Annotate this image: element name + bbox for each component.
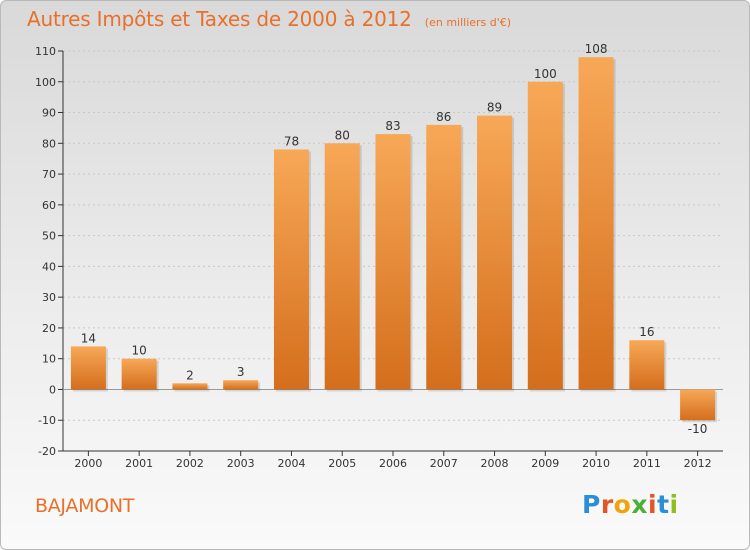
bar <box>578 57 614 390</box>
axes: -20 -10 0 10 20 30 40 50 60 70 80 90 100 110 2000 2001 2… <box>35 45 723 470</box>
x-tick-label: 2001 <box>125 457 153 470</box>
logo-letter: i <box>648 490 658 519</box>
bar <box>527 81 563 390</box>
proxiti-logo: Proxiti <box>582 490 679 519</box>
y-tick-label: 90 <box>42 107 56 120</box>
bar <box>223 380 259 390</box>
data-label: 80 <box>335 128 350 142</box>
y-tick-label: 60 <box>42 199 56 212</box>
data-label: 83 <box>385 119 400 133</box>
chart-unit: (en milliers d'€) <box>424 16 512 29</box>
y-tick-label: 50 <box>42 230 56 243</box>
data-label: 10 <box>132 344 147 358</box>
x-tick-label: 2009 <box>531 457 559 470</box>
data-label: 2 <box>186 368 194 382</box>
x-tick-label: 2003 <box>227 457 255 470</box>
bar <box>273 149 309 390</box>
bar <box>426 124 462 390</box>
bar <box>121 358 157 390</box>
x-tick-label: 2008 <box>481 457 509 470</box>
bar <box>477 115 513 390</box>
x-tick-label: 2006 <box>379 457 407 470</box>
y-tick-label: 100 <box>35 76 56 89</box>
logo-letter: x <box>631 490 648 519</box>
data-label: 16 <box>639 325 654 339</box>
chart-title-block: Autres Impôts et Taxes de 2000 à 2012 (e… <box>27 7 511 31</box>
data-label: 108 <box>585 42 608 56</box>
bar <box>680 389 716 421</box>
y-tick-label: 0 <box>49 383 56 396</box>
y-tick-label: 20 <box>42 322 56 335</box>
chart-title: Autres Impôts et Taxes de 2000 à 2012 <box>27 7 412 31</box>
logo-letter: o <box>613 490 632 519</box>
x-tick-label: 2005 <box>328 457 356 470</box>
data-label: 14 <box>81 331 96 345</box>
data-label: 86 <box>436 110 451 124</box>
data-label: 78 <box>284 134 299 148</box>
bar <box>70 346 106 390</box>
y-tick-label: 110 <box>35 45 56 58</box>
y-tick-label: 70 <box>42 168 56 181</box>
x-tick-label: 2012 <box>684 457 712 470</box>
logo-letter: t <box>657 490 670 519</box>
data-label: -10 <box>688 422 708 436</box>
data-label: 100 <box>534 67 557 81</box>
commune-name: BAJAMONT <box>35 495 135 517</box>
bar <box>375 134 411 390</box>
x-tick-label: 2010 <box>582 457 610 470</box>
bar <box>629 340 665 390</box>
y-tick-label: 10 <box>42 353 56 366</box>
bars <box>70 57 718 423</box>
y-tick-label: 40 <box>42 260 56 273</box>
x-tick-label: 2000 <box>74 457 102 470</box>
data-label: 3 <box>237 365 245 379</box>
data-labels: 14 10 2 3 78 80 83 86 89 100 108 16 -10 <box>81 42 708 436</box>
logo-letter: i <box>669 490 679 519</box>
y-tick-label: 30 <box>42 291 56 304</box>
x-tick-label: 2007 <box>430 457 458 470</box>
x-tick-label: 2011 <box>633 457 661 470</box>
y-tick-label: -10 <box>38 414 56 427</box>
bar <box>324 143 360 390</box>
y-tick-label: 80 <box>42 137 56 150</box>
logo-letter: r <box>600 490 614 519</box>
data-label: 89 <box>487 101 502 115</box>
y-tick-label: -20 <box>38 445 56 458</box>
x-tick-label: 2004 <box>277 457 305 470</box>
x-tick-label: 2002 <box>176 457 204 470</box>
logo-letter: P <box>582 490 601 519</box>
bar <box>172 383 208 390</box>
